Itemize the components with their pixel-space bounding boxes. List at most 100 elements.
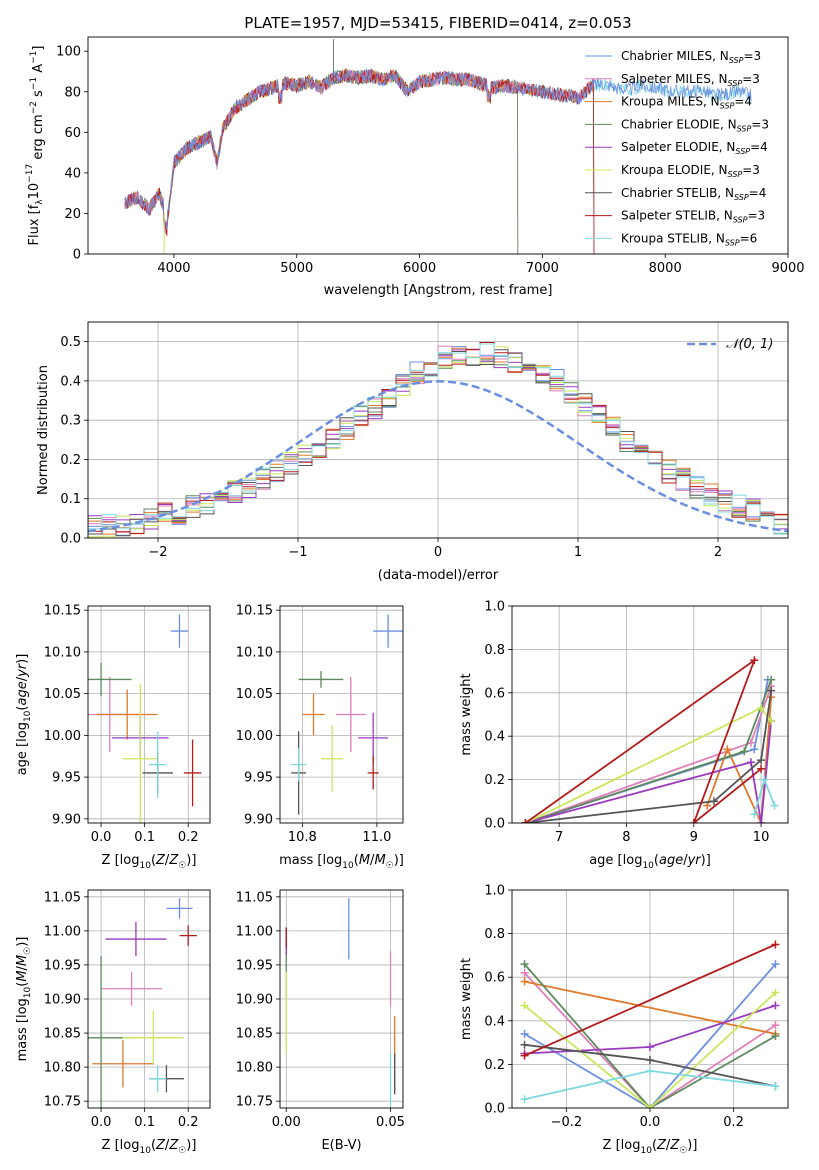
y-tick-label: 80: [64, 85, 81, 100]
label-part: (: [15, 982, 30, 987]
legend-label-tail: =4: [734, 95, 752, 109]
x-axis-label: age [log10(age/yr)]: [589, 853, 711, 871]
series-marker: [520, 960, 529, 969]
x-tick-label: 0.2: [723, 1115, 744, 1130]
y-tick-label: 0.8: [484, 643, 505, 658]
series-marker: [771, 960, 780, 969]
plot-area: [520, 940, 780, 1108]
label-part: (: [151, 1138, 156, 1153]
errorbar-kroupa-miles: [96, 689, 158, 740]
spectrum-line-kroupa-elodie: [124, 69, 519, 254]
label-part: Z [log: [102, 853, 140, 868]
y-axis-label: mass weight: [459, 958, 474, 1040]
y-tick-label: 60: [64, 126, 81, 141]
line-series-kroupa-stelib: [750, 775, 779, 819]
label-part: /: [683, 853, 688, 868]
errorbar-salpeter-stelib: [367, 756, 379, 790]
y-tick-label: 0.1: [60, 492, 81, 507]
x-axis-label: Z [log10(Z/Z☉)]: [102, 853, 197, 871]
y-tick-label: 11.00: [44, 924, 81, 939]
series-marker: [689, 819, 698, 823]
y-tick-label: 0.2: [60, 453, 81, 468]
y-tick-label: 0.5: [60, 335, 81, 350]
x-tick-label: 8: [622, 830, 630, 845]
y-axis-label: mass [log10(M/M☉)]: [15, 937, 33, 1062]
y-tick-label: 1.0: [484, 600, 505, 615]
errorbar-salpeter-miles: [335, 676, 366, 753]
legend-label-sub: SSP: [720, 102, 735, 111]
x-tick-label: −1: [288, 545, 307, 560]
series-marker: [521, 819, 530, 823]
series-marker: [520, 1001, 529, 1010]
y-tick-label: 10.85: [44, 1027, 81, 1042]
y-tick-label: 11.00: [236, 924, 273, 939]
axes-frame: [511, 605, 789, 824]
series-marker: [709, 797, 718, 806]
legend-label-tail: =3: [751, 117, 769, 131]
y-tick-label: 10.90: [44, 993, 81, 1008]
legend-label-sub: SSP: [729, 56, 744, 65]
label-part: −17: [25, 164, 35, 183]
label-part: (: [654, 853, 659, 868]
label-part: Z: [168, 853, 179, 868]
y-tick-label: 0.2: [484, 773, 505, 788]
legend-label-tail: =3: [742, 72, 760, 86]
x-tick-label: 10: [753, 830, 770, 845]
label-part: Flux [f: [27, 204, 42, 245]
spectrum-line-salpeter-miles: [124, 68, 595, 254]
errorbar-kroupa-elodie: [122, 683, 158, 823]
label-part: age: [15, 681, 30, 705]
errorbar-kroupa-elodie: [321, 725, 344, 793]
errorbar-chabrier-miles: [166, 898, 193, 919]
label-part: 10: [640, 1146, 652, 1156]
legend-label-sub: SSP: [728, 170, 743, 179]
y-tick-label: 0.6: [484, 971, 505, 986]
label-part: yr: [687, 853, 703, 868]
panel-age_vs_Z: 0.0 0.1 0.2 9.90 9.95 10.00 10.05 10.10 10.15 Z […: [15, 604, 211, 871]
panel-mass_weight_vs_Z: −0.2 0.0 0.2 0.0 0.2 0.4 0.6 0.8 1.0 mass weight Z…: [459, 884, 789, 1156]
y-tick-label: 9.95: [244, 771, 273, 786]
y-tick-label: 9.90: [52, 812, 81, 827]
x-axis-label: wavelength [Angstrom, rest frame]: [324, 283, 553, 298]
label-part: yr: [15, 662, 30, 678]
legend-label-sub: SSP: [728, 79, 743, 88]
y-axis-label: Normed distribution: [36, 365, 51, 495]
x-tick-label: 0.00: [272, 1115, 301, 1130]
x-tick-label: 0.1: [134, 1115, 155, 1130]
y-tick-label: 40: [64, 166, 81, 181]
label-part: mass [log: [279, 853, 342, 868]
y-axis-label: mass weight: [459, 673, 474, 755]
series-marker: [520, 977, 529, 986]
plot-area: [88, 614, 202, 823]
legend-label: Salpeter MILES, NSSP=3: [621, 72, 760, 88]
series-line: [524, 980, 776, 1035]
label-part: )]: [186, 853, 196, 868]
series-marker: [760, 775, 769, 784]
label-part: /: [165, 1138, 170, 1153]
y-tick-label: 10.00: [236, 729, 273, 744]
panel-mass_vs_Z: 0.0 0.1 0.2 10.75 10.80 10.85 10.90 10.95 11.00 1…: [15, 889, 211, 1156]
x-tick-label: 4000: [157, 261, 190, 276]
legend-label-tail: =4: [749, 186, 767, 200]
y-tick-label: 0.4: [60, 374, 81, 389]
x-tick-label: 11.0: [362, 830, 391, 845]
label-part: /: [15, 676, 30, 681]
label-part: )]: [15, 654, 30, 664]
axes-frame: [279, 605, 404, 824]
errorbar-kroupa-stelib: [291, 747, 307, 782]
errorbar-chabrier-elodie: [298, 671, 344, 688]
label-part: (: [354, 853, 359, 868]
series-marker: [750, 656, 759, 665]
label-part: (: [151, 853, 156, 868]
errorbar-chabrier-miles: [170, 614, 189, 648]
line-series-salpeter-stelib: [520, 940, 780, 1060]
legend-label: Salpeter ELODIE, NSSP=4: [621, 140, 768, 156]
x-axis-label: Z [log10(Z/Z☉)]: [603, 1138, 698, 1156]
label-part: )]: [394, 853, 404, 868]
y-tick-label: 0.0: [484, 1102, 505, 1117]
series-marker: [767, 675, 776, 684]
series-marker: [771, 1032, 780, 1041]
errorbar-kroupa-stelib: [149, 731, 167, 798]
label-part: −2: [29, 101, 39, 114]
label-part: /: [666, 1138, 671, 1153]
